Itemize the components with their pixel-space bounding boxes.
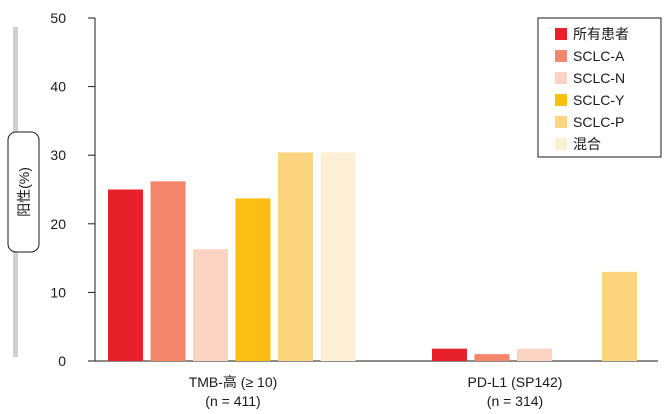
legend: 所有患者 SCLC-A SCLC-N SCLC-Y SCLC-P 混合 <box>537 17 662 158</box>
x-category-label: TMB-高 (≥ 10) <box>189 374 278 390</box>
y-axis-label: 阳性(%) <box>7 27 40 357</box>
bar <box>320 152 356 361</box>
bars <box>108 152 637 361</box>
bar <box>474 354 510 361</box>
legend-label: SCLC-Y <box>573 92 625 108</box>
y-tick-label: 20 <box>50 216 66 232</box>
bar <box>193 249 228 361</box>
y-tick-label: 30 <box>50 147 66 163</box>
y-axis-title: 阳性(%) <box>16 167 32 217</box>
legend-label: SCLC-N <box>573 70 625 86</box>
y-tick-label: 50 <box>50 10 66 26</box>
bar <box>108 189 143 361</box>
y-ticks: 0 10 20 30 40 50 <box>50 10 95 369</box>
bar <box>150 181 186 361</box>
bar <box>602 271 637 361</box>
axes <box>94 18 658 362</box>
legend-swatch <box>555 72 567 84</box>
y-tick-label: 10 <box>50 284 66 300</box>
bar <box>235 198 271 361</box>
legend-label: 所有患者 <box>573 26 629 42</box>
bar <box>517 348 552 361</box>
bar <box>432 348 467 361</box>
legend-swatch <box>555 28 567 40</box>
x-category-count: (n = 314) <box>487 393 543 409</box>
legend-swatch <box>555 138 567 150</box>
legend-swatch <box>555 50 567 62</box>
legend-swatch <box>555 94 567 106</box>
legend-label: 混合 <box>573 136 601 152</box>
legend-label: SCLC-A <box>573 48 625 64</box>
legend-label: SCLC-P <box>573 114 624 130</box>
y-tick-label: 0 <box>58 353 66 369</box>
x-category-label: PD-L1 (SP142) <box>468 374 563 390</box>
bar <box>278 152 313 361</box>
y-tick-label: 40 <box>50 79 66 95</box>
x-category-count: (n = 411) <box>205 393 260 409</box>
legend-box <box>537 17 662 158</box>
legend-swatch <box>555 116 567 128</box>
x-categories: TMB-高 (≥ 10) (n = 411) PD-L1 (SP142) (n = 3… <box>189 374 563 409</box>
y-axis-label-box <box>7 131 40 253</box>
